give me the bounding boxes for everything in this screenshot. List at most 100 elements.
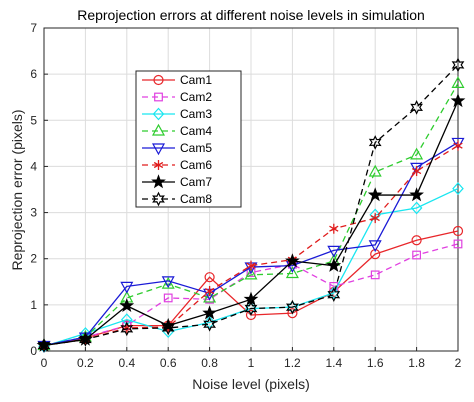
series-point-marker [202,305,217,320]
series-point-marker [204,286,215,297]
x-tick-label: 0.6 [160,356,177,370]
legend-item-cam3: Cam3 [142,107,212,121]
legend: Cam1 Cam2 Cam3 Cam4 Cam5 Cam6 Cam7 Cam8 [135,70,242,208]
legend-item-cam5: Cam5 [142,141,212,156]
y-tick-label: 2 [30,252,37,266]
legend-label: Cam1 [180,73,212,87]
legend-marker [153,160,164,170]
legend-marker [152,107,165,121]
series-point-marker [409,187,424,202]
axis-ticks: 0 0.2 0.4 0.6 0.8 1 1.2 1.4 1.6 1.8 2 0 1 2 3 4 5 6 7 [30,21,461,370]
x-tick-label: 1.8 [408,356,425,370]
series-point-marker [370,249,381,260]
series-point-marker [203,316,216,332]
series-point-marker [453,140,463,151]
y-tick-label: 0 [30,344,37,358]
series-point-marker [285,253,300,268]
series-point-marker [451,76,465,88]
series-point-marker [119,298,135,313]
series-point-marker [204,272,215,283]
legend-item-cam4: Cam4 [142,123,212,138]
series-point-marker [37,338,51,353]
series-point-marker [450,93,466,108]
series-point-marker [120,321,134,337]
legend-marker [151,174,166,189]
series-point-marker [368,135,382,150]
legend-label: Cam3 [180,107,212,121]
legend-label: Cam5 [180,141,212,155]
series-point-marker [161,276,175,289]
series-point-marker [367,187,383,202]
legend-item-cam7: Cam7 [142,174,212,189]
series-group [36,57,466,353]
legend-marker [152,191,165,207]
x-tick-label: 1.2 [284,356,301,370]
legend-marker [154,92,163,102]
series-point-marker [327,245,341,258]
series-point-marker [410,162,424,175]
legend-marker [151,123,166,136]
series-point-marker [244,301,258,316]
legend-box [135,70,242,208]
series-point-marker [370,270,380,280]
series-point-marker [453,239,463,249]
legend-label: Cam4 [180,124,212,138]
legend-item-cam6: Cam6 [142,158,212,172]
series-point-marker [451,57,465,73]
series-point-marker [368,164,382,177]
x-tick-label: 0.2 [77,356,94,370]
series-point-marker [246,260,256,271]
legend-item-cam1: Cam1 [142,73,212,87]
series-point-marker [452,182,464,195]
legend-marker [151,143,166,156]
series-point-marker [163,293,173,303]
y-tick-label: 6 [30,67,37,81]
y-tick-label: 7 [30,21,37,35]
x-tick-label: 0.8 [201,356,218,370]
x-tick-label: 1.6 [367,356,384,370]
y-axis-label: Reprojection error (pixels) [9,109,25,270]
y-tick-label: 3 [30,206,37,220]
x-axis-label: Noise level (pixels) [192,376,309,392]
legend-label: Cam2 [180,90,212,104]
series-point-marker [245,309,257,321]
series-cam8 [37,57,465,353]
series-line [43,64,459,347]
chart-title: Reprojection errors at different noise l… [77,7,425,23]
y-tick-label: 5 [30,113,37,127]
series-point-marker [203,290,217,303]
legend-label: Cam6 [180,158,212,172]
legend-item-cam2: Cam2 [142,90,212,104]
series-point-marker [412,250,421,260]
series-point-marker [411,235,422,246]
series-point-marker [244,267,258,280]
series-point-marker [329,223,339,234]
series-line [43,83,459,347]
series-point-marker [370,213,380,224]
series-point-marker [327,286,340,300]
series-point-marker [410,147,424,160]
series-point-marker [287,308,298,319]
series-point-marker [327,287,341,303]
legend-label: Cam7 [180,175,212,189]
series-point-marker [410,100,423,115]
series-point-marker [79,332,92,347]
series-point-marker [411,166,422,177]
series-point-marker [452,225,464,237]
x-tick-label: 0.4 [118,356,135,370]
x-tick-label: 1.4 [325,356,342,370]
x-tick-label: 2 [455,356,462,370]
x-tick-label: 0 [41,356,48,370]
legend-item-cam8: Cam8 [142,191,212,207]
legend-label: Cam8 [180,192,212,206]
series-point-marker [368,240,382,253]
series-point-marker [326,257,342,272]
series-point-marker [203,315,216,329]
series-point-marker [286,299,299,315]
series-point-marker [161,320,175,336]
series-point-marker [120,281,134,294]
y-tick-label: 4 [30,159,37,173]
series-point-marker [410,201,423,215]
